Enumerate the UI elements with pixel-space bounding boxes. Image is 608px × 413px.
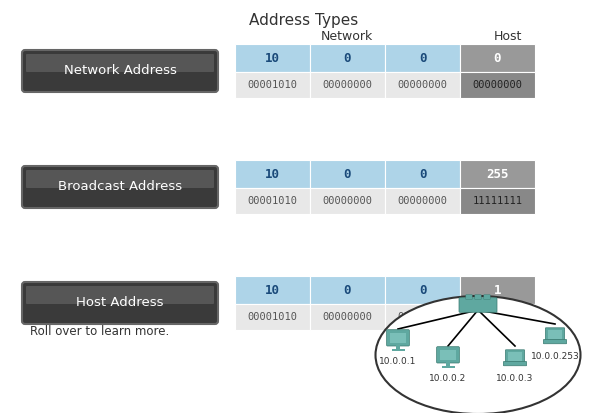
Text: 00000000: 00000000 (322, 312, 373, 322)
FancyBboxPatch shape (26, 286, 214, 304)
Text: 00000000: 00000000 (398, 196, 447, 206)
FancyBboxPatch shape (544, 339, 567, 344)
Text: 255: 255 (486, 168, 509, 180)
Bar (390, 333, 406, 343)
Bar (310, 44, 385, 72)
Text: 00001010: 00001010 (247, 80, 297, 90)
FancyBboxPatch shape (387, 330, 409, 346)
Text: 00000000: 00000000 (472, 80, 522, 90)
Text: 0: 0 (419, 168, 426, 180)
Bar (235, 276, 310, 304)
Text: 1: 1 (494, 283, 501, 297)
Text: 00001010: 00001010 (247, 312, 297, 322)
FancyBboxPatch shape (22, 50, 218, 92)
Text: 0: 0 (419, 52, 426, 64)
FancyBboxPatch shape (26, 170, 214, 188)
Text: 10.0.0.253: 10.0.0.253 (531, 352, 579, 361)
Bar (235, 188, 310, 214)
Bar (460, 304, 535, 330)
FancyBboxPatch shape (22, 282, 218, 324)
Bar (385, 188, 460, 214)
Text: 0: 0 (419, 283, 426, 297)
Text: 0: 0 (344, 283, 351, 297)
Bar (508, 352, 522, 361)
FancyBboxPatch shape (503, 361, 527, 366)
Bar (385, 276, 460, 304)
Bar (548, 330, 562, 339)
Bar (460, 72, 535, 98)
Bar (440, 350, 457, 360)
Ellipse shape (376, 296, 581, 413)
Text: 00000000: 00000000 (322, 196, 373, 206)
Bar (235, 160, 310, 188)
Text: Network: Network (321, 30, 373, 43)
Bar (460, 188, 535, 214)
Bar (235, 44, 310, 72)
Bar (235, 304, 310, 330)
Bar (235, 72, 310, 98)
Bar (310, 304, 385, 330)
Text: 10: 10 (265, 168, 280, 180)
Text: 11111111: 11111111 (472, 196, 522, 206)
FancyBboxPatch shape (545, 328, 565, 340)
Text: Network Address: Network Address (64, 64, 176, 78)
FancyBboxPatch shape (505, 350, 525, 363)
Text: 00000000: 00000000 (322, 80, 373, 90)
Bar (392, 349, 404, 351)
FancyBboxPatch shape (484, 294, 490, 299)
Bar (441, 366, 455, 368)
FancyBboxPatch shape (26, 54, 214, 72)
Bar (385, 160, 460, 188)
Bar (310, 188, 385, 214)
Text: 10: 10 (265, 283, 280, 297)
Bar (310, 160, 385, 188)
FancyBboxPatch shape (437, 347, 460, 363)
Text: 0: 0 (344, 52, 351, 64)
FancyBboxPatch shape (466, 294, 472, 299)
Bar (460, 276, 535, 304)
Bar (460, 44, 535, 72)
Bar (310, 72, 385, 98)
Bar (446, 362, 450, 366)
Text: Broadcast Address: Broadcast Address (58, 180, 182, 194)
FancyBboxPatch shape (475, 294, 481, 299)
Text: Address Types: Address Types (249, 13, 359, 28)
Text: 10.0.0.3: 10.0.0.3 (496, 374, 534, 383)
Text: 0: 0 (344, 168, 351, 180)
Text: Roll over to learn more.: Roll over to learn more. (30, 325, 169, 338)
Text: Host Address: Host Address (76, 297, 164, 309)
Bar (460, 160, 535, 188)
Bar (396, 345, 400, 349)
Text: 00000001: 00000001 (472, 312, 522, 322)
Text: 10.0.0.2: 10.0.0.2 (429, 374, 466, 383)
Bar (385, 44, 460, 72)
Bar (385, 304, 460, 330)
Bar (385, 72, 460, 98)
FancyBboxPatch shape (459, 298, 497, 312)
Text: 0: 0 (494, 52, 501, 64)
Text: 10.0.0.1: 10.0.0.1 (379, 357, 416, 366)
Text: 10: 10 (265, 52, 280, 64)
FancyBboxPatch shape (22, 166, 218, 208)
Text: Host: Host (494, 30, 522, 43)
Text: 00000001: 00000001 (398, 312, 447, 322)
Text: 00000000: 00000000 (398, 80, 447, 90)
Text: 00001010: 00001010 (247, 196, 297, 206)
Bar (310, 276, 385, 304)
